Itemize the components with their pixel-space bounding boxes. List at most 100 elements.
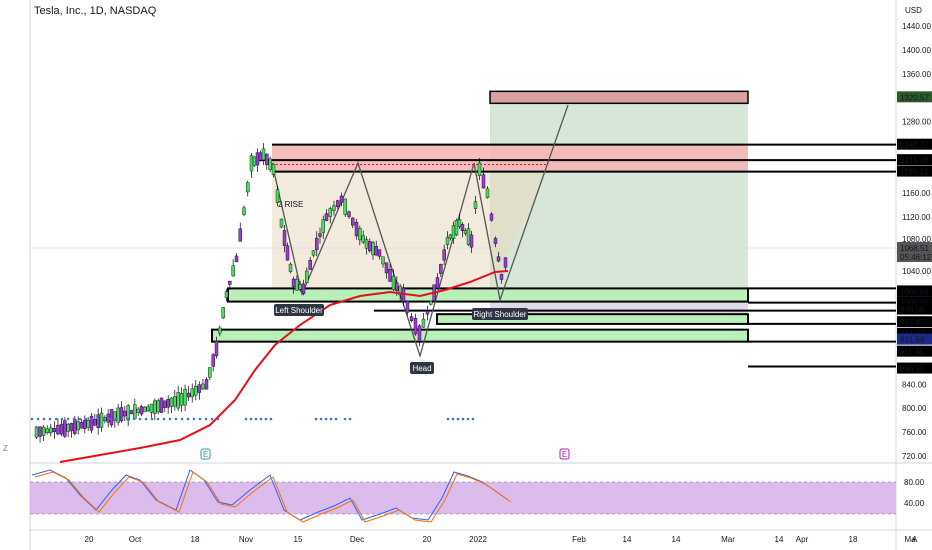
candle-body [153, 400, 157, 414]
signal-dot [108, 417, 112, 421]
candle-body [271, 163, 276, 175]
candle-body [417, 325, 422, 342]
signal-dot [168, 417, 172, 421]
left-shoulder-label-bg [274, 304, 324, 316]
support-box-upper [227, 287, 749, 303]
price-tag-bg [897, 303, 932, 315]
y-tick-label: 1280.00 [902, 118, 931, 127]
price-tag: 911.45 [900, 348, 924, 357]
candle-body [368, 241, 372, 252]
candle-body [435, 277, 440, 289]
support-box-lower [211, 328, 749, 343]
candle-body [249, 155, 254, 172]
signal-dot [102, 417, 106, 421]
candle-body [194, 386, 198, 396]
y-tick-label: 800.00 [902, 404, 927, 413]
pattern-zigzag [271, 104, 569, 359]
price-tag-bg [897, 138, 932, 150]
signal-dot [456, 417, 460, 421]
candle-body [45, 428, 49, 434]
x-tick-label: 15 [294, 535, 303, 544]
x-tick-label: Apr [796, 535, 809, 544]
signal-dot [90, 417, 94, 421]
price-tag: 978.56 [900, 306, 925, 315]
x-tick-label: 14 [775, 535, 784, 544]
candle-body [315, 237, 319, 251]
candle-body [218, 327, 222, 334]
price-tag-bg [897, 285, 932, 297]
candle-body [445, 237, 450, 245]
candle-body [332, 205, 336, 211]
candle-body [336, 200, 340, 207]
candle-body [99, 412, 104, 428]
signal-dot [84, 417, 88, 421]
x-tick-label: 20 [423, 535, 432, 544]
candle-body [136, 408, 140, 413]
x-tick-label: 18 [191, 535, 200, 544]
price-tag: 957.47 [900, 318, 925, 327]
signal-dot [66, 417, 70, 421]
candle-body [381, 256, 385, 265]
candle-body [305, 270, 309, 283]
signal-dot [348, 417, 352, 421]
signal-dot [210, 417, 214, 421]
candle-body [489, 213, 494, 221]
candle-body [93, 418, 97, 426]
price-tag-bg [897, 316, 932, 328]
stoch-d-line [34, 471, 512, 523]
price-tag-bg [897, 91, 932, 103]
candle-body [221, 307, 225, 319]
signal-dot [249, 417, 253, 421]
signal-dot [60, 417, 64, 421]
candle-body [413, 317, 418, 335]
candle-body [324, 213, 329, 221]
candle-body [49, 427, 53, 434]
signal-dot [138, 417, 142, 421]
signal-dot [114, 417, 118, 421]
candle-body [186, 392, 191, 398]
price-tag: 1000.61 [900, 298, 929, 307]
candle-body [119, 407, 124, 422]
price-tag-bg [897, 327, 932, 339]
x-tick-label: 18 [849, 535, 858, 544]
signal-dot [120, 417, 124, 421]
signal-dot [186, 417, 190, 421]
x-tick-label: Ma [904, 535, 916, 544]
left-shoulder-label: Left Shoulder [275, 306, 323, 315]
signal-dot [54, 417, 58, 421]
stoch-k-line [31, 469, 509, 521]
signal-dot [254, 417, 258, 421]
y-tick-label: 1040.00 [902, 267, 931, 276]
earnings-marker-2-box [559, 448, 570, 460]
signal-dot [132, 417, 136, 421]
candle-body [301, 283, 306, 294]
candle-body [109, 409, 114, 426]
note-label: 2 RISE [278, 200, 303, 209]
candle-body [460, 224, 465, 231]
signal-dot [269, 417, 273, 421]
candle-body [395, 282, 399, 292]
candle-body [361, 235, 365, 243]
signal-dot [30, 417, 34, 421]
candle-body [265, 153, 269, 165]
signal-dot [180, 417, 184, 421]
candle-body [201, 383, 205, 390]
support-box-mid [436, 313, 749, 325]
candle-body [143, 406, 147, 413]
stoch-tick-40: 40.00 [904, 499, 925, 508]
price-tag-bg [897, 154, 932, 166]
candle-body [52, 427, 57, 433]
signal-dot [78, 417, 82, 421]
x-tick-label: Mar [721, 535, 735, 544]
candle-body [469, 234, 474, 248]
candle-body [485, 188, 490, 198]
y-tick-label: 1120.00 [902, 213, 931, 222]
candle-body [282, 230, 287, 246]
candle-body [442, 249, 446, 261]
price-tag: 1196.21 [900, 168, 929, 177]
candle-body [204, 379, 209, 390]
earnings-marker-1: E [203, 450, 208, 459]
candle-body [371, 242, 375, 255]
candle-body [347, 211, 351, 217]
